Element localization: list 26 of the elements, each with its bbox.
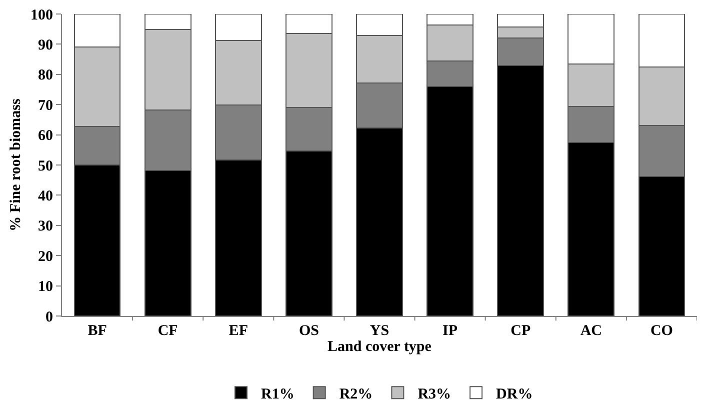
- x-axis-title: Land cover type: [328, 339, 432, 355]
- x-tick-label: CP: [510, 323, 531, 339]
- y-tick-label: 20: [38, 248, 53, 265]
- y-tick-label: 10: [38, 279, 53, 296]
- x-tick-label: CO: [650, 323, 673, 339]
- y-tick-label: 0: [46, 309, 53, 326]
- y-axis-title: % Fine root biomass: [8, 98, 24, 232]
- y-tick-label: 50: [38, 158, 53, 174]
- y-tick-label: 60: [38, 128, 53, 144]
- y-tick-label: 80: [38, 68, 53, 84]
- y-tick-label: 30: [38, 218, 53, 235]
- y-tick-label: 40: [38, 188, 53, 204]
- legend-label: DR%: [496, 386, 533, 402]
- y-tick-label: 100: [30, 7, 53, 24]
- x-tick-label: IP: [442, 323, 458, 339]
- legend-label: R2%: [339, 386, 373, 402]
- y-tick-label: 90: [38, 37, 53, 54]
- x-tick-label: EF: [228, 323, 248, 339]
- x-tick-label: OS: [298, 323, 319, 339]
- legend-label: R1%: [261, 386, 294, 402]
- legend-label: R3%: [418, 386, 452, 402]
- x-tick-label: CF: [158, 323, 178, 339]
- x-tick-label: AC: [580, 323, 602, 339]
- y-tick-label: 70: [38, 98, 53, 114]
- x-tick-label: BF: [88, 323, 107, 339]
- x-tick-label: YS: [370, 323, 390, 339]
